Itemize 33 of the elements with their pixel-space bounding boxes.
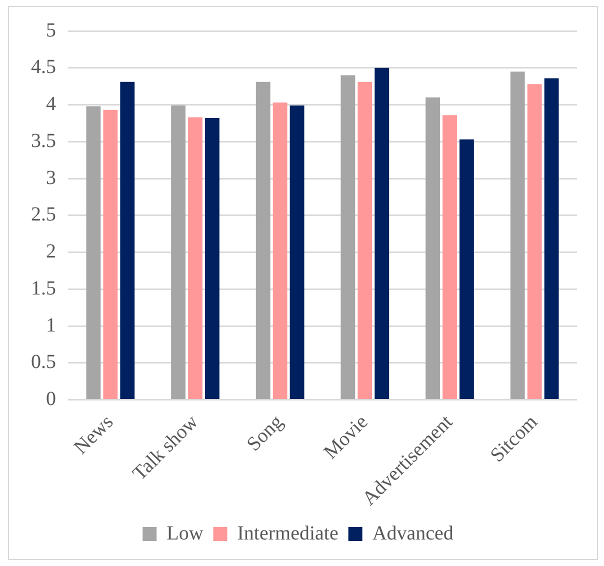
bar [340, 75, 356, 400]
bar [290, 105, 304, 400]
bar [272, 102, 288, 400]
y-tick-label: 0.5 [31, 351, 56, 374]
bar [120, 82, 135, 400]
legend-label: Advanced [372, 522, 454, 544]
bar [510, 72, 525, 400]
bar [188, 117, 202, 400]
bar [171, 105, 186, 400]
legend-label: Low [166, 522, 204, 544]
bar [103, 110, 118, 400]
bar [256, 82, 270, 400]
x-tick-label: Song [242, 410, 288, 456]
y-tick-label: 1.5 [31, 277, 56, 300]
bar [374, 68, 390, 400]
legend-label: Intermediate [237, 522, 338, 544]
bar [460, 139, 474, 400]
y-tick-label: 4 [46, 93, 56, 116]
bar [527, 84, 542, 400]
y-tick-label: 3 [46, 166, 56, 189]
bar [86, 106, 101, 400]
bar [544, 78, 559, 400]
y-tick-label: 0 [46, 388, 56, 410]
y-tick-label: 2.5 [31, 204, 56, 226]
y-tick-label: 1 [46, 314, 56, 336]
bar [426, 97, 440, 400]
y-tick-label: 4.5 [31, 56, 56, 78]
y-tick-label: 3.5 [31, 130, 56, 152]
bar [442, 115, 457, 400]
y-tick-label: 2 [46, 240, 56, 263]
bar [205, 118, 220, 400]
y-tick-label: 5 [46, 19, 56, 42]
bar [358, 82, 372, 400]
